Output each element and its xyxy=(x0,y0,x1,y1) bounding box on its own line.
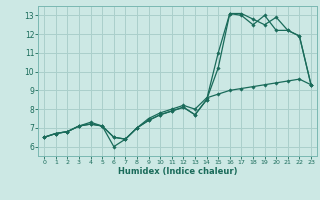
X-axis label: Humidex (Indice chaleur): Humidex (Indice chaleur) xyxy=(118,167,237,176)
